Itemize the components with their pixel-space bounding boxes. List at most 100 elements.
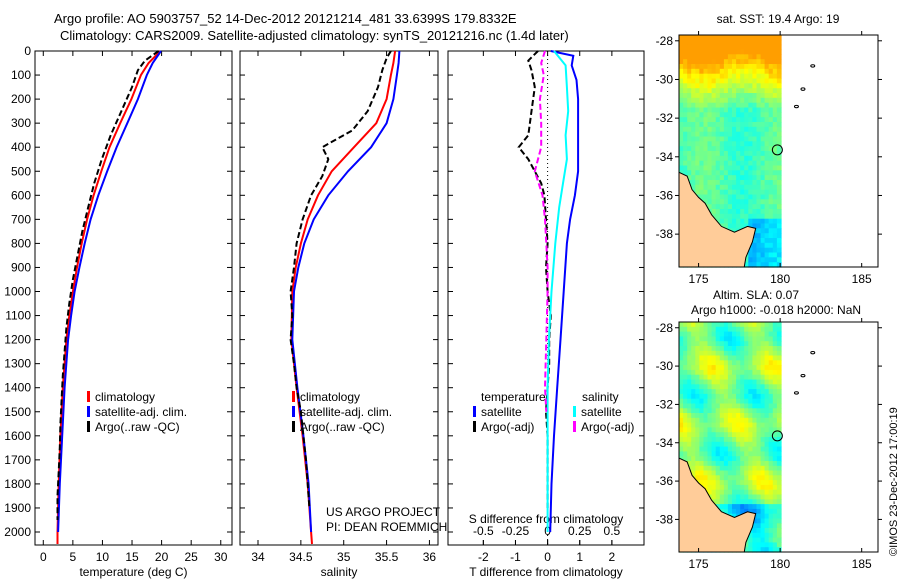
- legend-entry: satellite: [481, 405, 522, 419]
- legend-swatch: [473, 421, 476, 432]
- y-tick-label: 400: [11, 140, 31, 154]
- y-tick-label: 600: [11, 188, 31, 202]
- series-argo-raw-qc-: [289, 50, 392, 509]
- y-tick-label: -38: [656, 512, 674, 526]
- legend-entry: satellite-adj. clim.: [95, 405, 187, 419]
- land-new-zealand: [678, 171, 757, 268]
- legend-entry: satellite: [581, 405, 622, 419]
- x-tick-label: 1: [576, 550, 583, 564]
- y-tick-label: -34: [656, 150, 674, 164]
- axes-box: [239, 50, 439, 546]
- difference-panel: -2 -1 0 1 2T difference from climatology -0.5…: [447, 50, 645, 579]
- y-tick-label: 2000: [4, 525, 31, 539]
- y-tick-label: -36: [656, 474, 674, 488]
- legend-entry: Argo(-adj): [581, 420, 634, 434]
- x-tick-label: 5: [70, 550, 77, 564]
- map-axes-box: [678, 321, 879, 553]
- legend-swatch: [573, 421, 576, 432]
- legend-swatch: [292, 391, 295, 402]
- x-tick-label: 10: [96, 550, 110, 564]
- x-tick-label: 20: [155, 550, 169, 564]
- legend-swatch: [87, 391, 90, 402]
- y-tick-label: 1000: [4, 285, 31, 299]
- map-axes-box: [678, 34, 879, 268]
- x-tick-label: 35.5: [375, 550, 399, 564]
- y-tick-label: 100: [11, 68, 31, 82]
- y-tick-label: 1600: [4, 429, 31, 443]
- y-tick-label: -36: [656, 188, 674, 202]
- x-axis-label: T difference from climatology: [469, 565, 623, 579]
- legend-entry: Argo(-adj): [481, 420, 534, 434]
- y-tick-label: 1100: [5, 309, 31, 323]
- x-tick-label: 15: [125, 550, 139, 564]
- y-tick-label: -28: [656, 34, 674, 48]
- series-s-argo-adj-: [533, 50, 549, 412]
- y-tick-label: 500: [11, 164, 31, 178]
- legend-swatch: [292, 421, 295, 432]
- x-tick-label: 0: [40, 550, 47, 564]
- axes-box: [447, 50, 645, 546]
- legend-entry: Argo(..raw -QC): [95, 420, 180, 434]
- island: [810, 64, 816, 68]
- temperature-panel: 0 5 10 15 20 25 30 temperature (deg C) 0 100 200 30…: [4, 44, 233, 579]
- series-t-argo-adj-: [517, 50, 552, 508]
- y-tick-label: 700: [11, 212, 31, 226]
- x-tick-label: 36: [423, 550, 437, 564]
- y-tick-label: 800: [11, 236, 31, 250]
- x-axis-label: salinity: [321, 565, 358, 579]
- y-tick-label: 1700: [4, 453, 31, 467]
- s-tick-label: -0.5: [473, 524, 494, 538]
- s-tick-label: -0.25: [502, 524, 530, 538]
- legend-swatch: [573, 406, 576, 417]
- x-tick-label: -2: [478, 550, 489, 564]
- title-line-1: Argo profile: AO 5903757_52 14-Dec-2012 …: [54, 11, 517, 26]
- x-tick-label: 175: [689, 557, 709, 571]
- series-argo-raw-qc-: [56, 50, 160, 520]
- series-satellite-adj-clim-: [57, 50, 162, 533]
- island: [800, 373, 806, 378]
- title-line-2: Climatology: CARS2009. Satellite-adjuste…: [60, 28, 569, 43]
- legend-swatch: [292, 406, 295, 417]
- x-tick-label: 30: [214, 550, 228, 564]
- x-tick-label: -1: [510, 550, 521, 564]
- series-satellite-adj-clim-: [291, 50, 401, 533]
- legend-swatch: [87, 406, 90, 417]
- series-s-satellite: [546, 50, 570, 532]
- y-tick-label: 900: [11, 260, 31, 274]
- s-axis-label: S difference from climatology: [469, 512, 624, 526]
- island: [793, 104, 799, 109]
- legend-swatch: [87, 421, 90, 432]
- salinity-panel: 34 34.5 35 35.5 36 salinity climatologysatelli…: [239, 50, 439, 579]
- y-tick-label: -30: [656, 359, 674, 373]
- x-tick-label: 25: [185, 550, 199, 564]
- y-tick-label: 1400: [4, 381, 31, 395]
- legend-entry: climatology: [300, 390, 360, 404]
- y-tick-label: 1800: [4, 477, 31, 491]
- y-tick-label: 1300: [4, 357, 31, 371]
- argo-position-marker: [771, 144, 783, 156]
- y-tick-label: -32: [656, 111, 674, 125]
- argo-position-marker: [771, 430, 783, 442]
- s-tick-label: 0.5: [604, 524, 621, 538]
- land-new-zealand: [678, 457, 757, 553]
- x-tick-label: 35: [337, 550, 351, 564]
- map-title: Altim. SLA: 0.07: [713, 288, 799, 302]
- map-title: sat. SST: 19.4 Argo: 19: [717, 12, 840, 26]
- y-tick-label: 300: [11, 116, 31, 130]
- map-subtitle: Argo h1000: -0.018 h2000: NaN: [691, 303, 861, 317]
- x-tick-label: 185: [852, 557, 872, 571]
- y-tick-label: 1900: [4, 501, 31, 515]
- x-tick-label: 0: [544, 550, 551, 564]
- legend-header: salinity: [582, 390, 619, 404]
- x-tick-label: 34.5: [289, 550, 313, 564]
- y-tick-label: -28: [656, 321, 674, 335]
- y-tick-label: 1500: [4, 405, 31, 419]
- s-tick-label: 0.25: [568, 524, 592, 538]
- legend-header: temperature: [481, 390, 546, 404]
- y-tick-label: -38: [656, 227, 674, 241]
- y-tick-label: -30: [656, 72, 674, 86]
- legend-entry: climatology: [95, 390, 155, 404]
- credit-text: US ARGO PROJECT: [326, 505, 441, 519]
- legend-entry: satellite-adj. clim.: [300, 405, 392, 419]
